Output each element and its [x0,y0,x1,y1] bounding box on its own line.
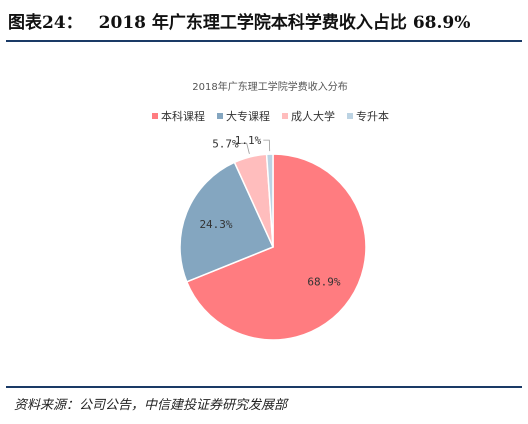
data-label-3: 5.7% [212,137,239,150]
legend-swatch-1 [152,113,158,119]
chart-legend: 本科课程 大专课程 成人大学 专升本 [152,108,389,124]
pie-slice-2 [179,161,275,283]
figure-label: 图表24： [8,13,83,33]
legend-swatch-3 [282,113,288,119]
chart-title: 2018年广东理工学院学费收入分布 [192,80,347,93]
pie-data-labels: 68.9% 24.3% 5.7%1.1% [199,134,340,288]
figure-heading: 图表24： 2018 年广东理工学院本科学费收入占比 68.9% [8,8,520,38]
legend-item-2: 大专课程 [217,108,270,124]
data-label-2: 24.3% [199,218,232,231]
data-label-4: 1.1% [235,134,262,147]
data-label-1: 68.9% [307,275,340,288]
legend-item-4: 专升本 [347,108,389,124]
pie-slice-1 [185,153,367,341]
leader-line-3 [240,142,250,154]
top-rule [6,40,522,42]
source-note: 资料来源：公司公告，中信建投证券研究发展部 [14,398,288,413]
bottom-rule [6,386,522,388]
legend-label-3: 成人大学 [291,110,335,123]
legend-label-4: 专升本 [356,110,389,123]
pie-slice-4 [265,153,274,248]
leader-line-4 [263,139,271,152]
legend-label-2: 大专课程 [226,110,270,123]
legend-label-1: 本科课程 [161,110,205,123]
legend-item-1: 本科课程 [152,108,205,124]
pie-slices [179,153,367,341]
legend-swatch-4 [347,113,353,119]
legend-item-3: 成人大学 [282,108,335,124]
legend-swatch-2 [217,113,223,119]
figure-title: 2018 年广东理工学院本科学费收入占比 68.9% [98,13,471,33]
